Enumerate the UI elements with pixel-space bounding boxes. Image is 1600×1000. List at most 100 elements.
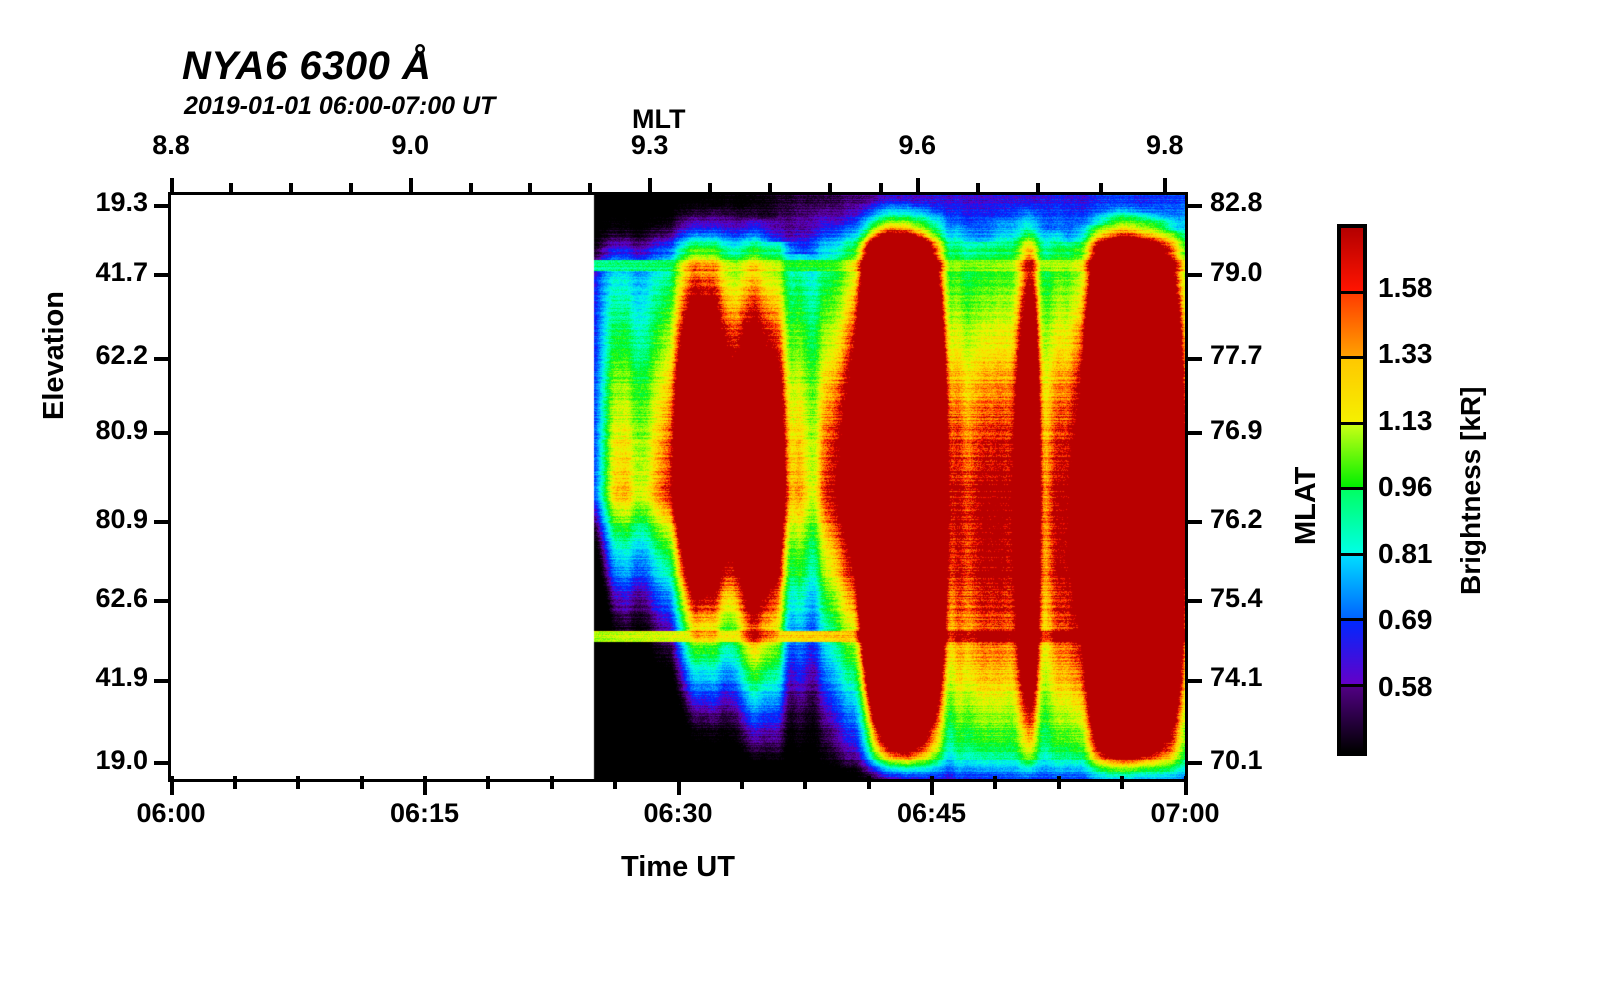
left-axis-tick-label-0: 19.3 xyxy=(95,187,148,218)
bottom-axis-minor-tick xyxy=(296,776,301,789)
top-axis-minor-tick xyxy=(588,183,593,195)
top-axis-tick-mark xyxy=(169,178,174,195)
colorbar-segment-5 xyxy=(1341,555,1363,621)
top-axis-minor-tick xyxy=(528,183,533,195)
left-axis-tick-label-5: 62.6 xyxy=(95,582,148,613)
bottom-axis-tick-label-0615: 06:15 xyxy=(389,798,460,828)
time-axis-label: Time UT xyxy=(621,851,735,883)
colorbar-tick-label-0.81: 0.81 xyxy=(1378,537,1433,569)
bottom-axis-minor-tick xyxy=(232,776,237,789)
colorbar-tick-label-1.33: 1.33 xyxy=(1378,338,1433,369)
left-axis-tick-mark xyxy=(154,273,171,278)
colorbar-segment-3 xyxy=(1341,424,1363,490)
left-axis-tick-label-1: 41.7 xyxy=(95,256,148,287)
left-axis-tick-label-2: 62.2 xyxy=(95,340,148,371)
bottom-axis-tick-mark xyxy=(423,776,427,795)
colorbar-segment-1 xyxy=(1341,293,1363,359)
top-axis-minor-tick xyxy=(707,183,712,195)
right-axis-tick-mark xyxy=(1185,356,1202,361)
right-axis-tick-mark xyxy=(1185,599,1202,604)
mlat-axis-label: MLAT xyxy=(1290,466,1322,545)
top-axis-minor-tick xyxy=(348,183,353,195)
left-axis-tick-mark xyxy=(154,599,171,604)
bottom-axis-tick-label-0600: 06:00 xyxy=(136,798,206,828)
right-axis-tick-mark xyxy=(1185,273,1202,278)
colorbar-tick-label-1.58: 1.58 xyxy=(1378,271,1433,303)
top-axis-tick-label-9.3: 9.3 xyxy=(630,130,669,160)
top-axis-tick-mark xyxy=(648,178,653,195)
left-axis-tick-label-6: 41.9 xyxy=(95,662,148,692)
left-axis-tick-mark xyxy=(154,356,171,361)
top-axis-minor-tick xyxy=(229,183,234,195)
left-axis-tick-label-4: 80.9 xyxy=(95,503,148,534)
bottom-axis-minor-tick xyxy=(866,776,871,789)
bottom-axis-tick-label-0700: 07:00 xyxy=(1150,798,1220,828)
right-axis-tick-label-3: 76.9 xyxy=(1210,414,1263,445)
colorbar-segment-7 xyxy=(1341,686,1363,752)
colorbar-segment-6 xyxy=(1341,621,1363,687)
right-axis-tick-mark xyxy=(1185,203,1202,208)
right-axis-tick-mark xyxy=(1185,431,1202,436)
plot-title: NYA6 6300 Å xyxy=(182,44,432,88)
top-axis-tick-mark xyxy=(408,178,413,195)
mlt-axis-label-wrap: MLT xyxy=(632,104,685,135)
colorbar-segment-0 xyxy=(1341,228,1363,294)
colorbar-tick-label-0.58: 0.58 xyxy=(1378,670,1433,702)
colorbar-tick-label-0.96: 0.96 xyxy=(1378,471,1433,502)
left-axis-tick-label-7: 19.0 xyxy=(95,744,148,775)
colorbar-segment-4 xyxy=(1341,490,1363,556)
right-axis-tick-mark xyxy=(1185,520,1202,525)
top-axis-tick-label-9.0: 9.0 xyxy=(391,130,430,160)
bottom-axis-tick-label-0645: 06:45 xyxy=(896,798,967,828)
bottom-axis-minor-tick xyxy=(739,776,744,789)
right-axis-tick-mark xyxy=(1185,761,1202,766)
left-axis-tick-mark xyxy=(154,431,171,436)
top-axis-tick-label-8.8: 8.8 xyxy=(152,130,190,160)
left-axis-tick-label-3: 80.9 xyxy=(95,414,148,445)
bottom-axis-minor-tick xyxy=(549,776,554,789)
left-axis-tick-mark xyxy=(154,520,171,525)
bottom-axis-minor-tick xyxy=(993,776,998,789)
top-axis-minor-tick xyxy=(1099,183,1104,195)
bottom-axis-tick-mark xyxy=(676,776,681,795)
bottom-axis-minor-tick xyxy=(1120,776,1125,789)
left-axis-tick-mark xyxy=(154,761,171,766)
bottom-axis-minor-tick xyxy=(613,776,618,789)
top-axis-tick-mark xyxy=(915,178,920,195)
top-axis-minor-tick xyxy=(1036,183,1041,195)
right-axis-tick-label-6: 74.1 xyxy=(1210,662,1263,692)
keogram-image xyxy=(171,195,1185,779)
top-axis-minor-tick xyxy=(289,183,294,195)
right-axis-tick-label-0: 82.8 xyxy=(1210,187,1263,218)
bottom-axis-tick-mark xyxy=(930,776,934,795)
colorbar xyxy=(1337,224,1367,756)
top-axis-tick-label-9.8: 9.8 xyxy=(1145,130,1184,160)
top-axis-tick-mark xyxy=(1163,178,1168,195)
bottom-axis-tick-mark xyxy=(169,776,174,795)
left-axis-tick-mark xyxy=(154,203,171,208)
keogram-plot-area xyxy=(168,192,1188,782)
colorbar-tick-label-1.13: 1.13 xyxy=(1378,404,1433,436)
top-axis-minor-tick xyxy=(827,183,832,195)
bottom-axis-minor-tick xyxy=(1056,776,1061,789)
top-axis-minor-tick xyxy=(879,183,884,195)
bottom-axis-minor-tick xyxy=(803,776,808,789)
right-axis-tick-label-5: 75.4 xyxy=(1210,582,1263,613)
top-axis-minor-tick xyxy=(975,183,980,195)
mlt-axis-label: MLT xyxy=(632,104,686,134)
top-axis-minor-tick xyxy=(767,183,772,195)
left-axis-tick-mark xyxy=(154,678,171,683)
right-axis-tick-label-7: 70.1 xyxy=(1210,744,1263,775)
colorbar-tick-label-0.69: 0.69 xyxy=(1378,604,1433,635)
top-axis-minor-tick xyxy=(468,183,473,195)
bottom-axis-tick-mark xyxy=(1183,776,1188,795)
bottom-axis-minor-tick xyxy=(359,776,364,789)
colorbar-label: Brightness [kR] xyxy=(1455,386,1486,595)
right-axis-tick-label-4: 76.2 xyxy=(1210,503,1263,534)
plot-subtitle: 2019-01-01 06:00-07:00 UT xyxy=(184,92,496,120)
top-axis-tick-label-9.6: 9.6 xyxy=(898,130,937,160)
right-axis-tick-mark xyxy=(1185,678,1202,683)
bottom-axis-tick-label-0630: 06:30 xyxy=(643,798,713,828)
colorbar-segment-2 xyxy=(1341,359,1363,425)
right-axis-tick-label-1: 79.0 xyxy=(1210,256,1263,287)
